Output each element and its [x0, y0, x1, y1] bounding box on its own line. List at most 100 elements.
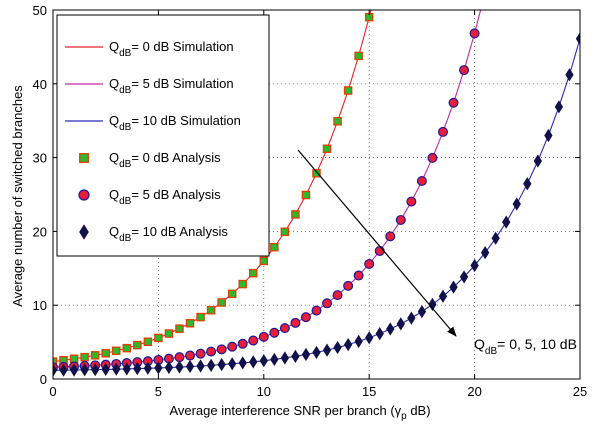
data-point-q10: [312, 345, 321, 360]
data-point-q10: [343, 338, 353, 352]
data-point-q10: [164, 360, 174, 375]
data-point-q5: [448, 97, 459, 108]
data-point-q10: [417, 305, 427, 319]
data-point-q10: [249, 355, 258, 369]
data-point-q0: [143, 337, 153, 346]
data-point-q10: [69, 363, 79, 377]
data-point-q10: [386, 322, 395, 336]
data-point-q0: [238, 279, 247, 289]
data-point-q5: [311, 305, 322, 316]
data-point-q0: [312, 168, 321, 178]
data-point-q5: [437, 126, 448, 137]
x-tick-label: 10: [257, 384, 271, 399]
legend-label: QdB= 0 dB Analysis: [109, 150, 221, 170]
data-point-q10: [206, 358, 216, 372]
legend-box: [56, 14, 270, 257]
y-tick-label: 20: [33, 224, 47, 239]
data-point-q5: [300, 312, 311, 323]
data-point-q0: [90, 351, 100, 360]
data-point-q0: [122, 343, 132, 353]
data-point-q0: [185, 318, 195, 328]
plot-frame: [52, 9, 581, 380]
data-point-q0: [259, 256, 269, 266]
data-point-q10: [59, 363, 68, 377]
data-point-q10: [322, 343, 332, 357]
data-point-q5: [343, 280, 354, 291]
data-point-q0: [333, 117, 342, 126]
data-point-q0: [80, 352, 89, 362]
data-point-q5: [227, 341, 238, 352]
y-tick-label: 40: [33, 77, 47, 92]
data-point-q0: [196, 312, 205, 322]
data-point-q0: [301, 190, 311, 200]
data-point-q10: [333, 340, 342, 355]
data-point-q5: [185, 350, 196, 361]
data-point-q5: [395, 214, 406, 225]
data-point-q10: [270, 352, 279, 367]
data-point-q5: [459, 65, 470, 76]
data-point-q10: [133, 361, 142, 376]
data-point-q5: [269, 327, 280, 338]
data-point-q10: [185, 359, 195, 374]
data-point-q5: [406, 196, 417, 207]
x-tick-label: 25: [573, 384, 587, 399]
data-point-q0: [343, 86, 353, 95]
data-point-q5: [216, 344, 227, 355]
data-point-q5: [248, 335, 259, 346]
x-tick-label: 5: [155, 384, 162, 399]
data-point-q10: [90, 363, 100, 377]
data-point-q5: [174, 352, 185, 363]
ticks: 0 5 10 15 20 25 0 10 20 30 40 50: [33, 3, 588, 399]
data-point-q10: [480, 246, 490, 260]
legend-label: QdB= 5 dB Analysis: [109, 187, 221, 207]
data-point-q5: [416, 175, 427, 186]
data-point-q10: [523, 177, 532, 191]
data-point-q10: [238, 356, 247, 370]
data-point-q10: [122, 362, 131, 376]
markers: [53, 12, 580, 377]
data-point-q10: [375, 327, 384, 341]
data-point-q0: [154, 333, 163, 343]
data-point-q5: [195, 348, 206, 359]
data-point-q10: [301, 347, 311, 362]
data-point-q10: [470, 258, 479, 273]
y-tick-label: 0: [40, 372, 47, 387]
legend-marker-q0: [79, 153, 89, 163]
data-point-q5: [206, 346, 217, 357]
legend-label: QdB= 10 dB Analysis: [109, 224, 228, 244]
data-point-q10: [80, 363, 89, 377]
data-point-q10: [502, 215, 511, 229]
data-point-q10: [259, 354, 268, 368]
data-point-q10: [53, 363, 58, 377]
data-point-q0: [291, 210, 300, 219]
data-point-q10: [428, 297, 437, 311]
data-point-q10: [112, 362, 121, 376]
data-point-q10: [280, 351, 290, 365]
annotation-arrow: [297, 149, 457, 337]
data-point-q10: [449, 280, 458, 294]
data-point-q10: [175, 360, 184, 374]
y-tick-label: 50: [33, 3, 47, 18]
y-tick-label: 10: [33, 298, 47, 313]
data-point-q10: [565, 68, 574, 82]
data-point-q10: [217, 358, 226, 372]
data-point-q5: [427, 152, 438, 163]
data-point-q0: [354, 51, 363, 61]
data-point-q5: [374, 245, 385, 256]
x-tick-label: 0: [49, 384, 56, 399]
x-tick-label: 15: [362, 384, 376, 399]
data-point-q10: [154, 361, 163, 375]
data-point-q10: [438, 289, 448, 303]
data-point-q5: [237, 338, 248, 349]
data-point-q10: [512, 197, 521, 211]
data-point-q5: [353, 270, 364, 281]
data-point-q0: [133, 340, 142, 350]
legend: QdB= 0 dB Simulation QdB= 5 dB Simulation…: [56, 14, 270, 257]
data-point-q10: [291, 349, 300, 363]
data-point-q10: [365, 331, 374, 345]
data-point-q0: [227, 289, 237, 299]
data-point-q0: [217, 298, 226, 307]
legend-label: QdB= 5 dB Simulation: [109, 76, 234, 96]
data-point-q0: [270, 242, 279, 252]
data-point-q10: [228, 357, 237, 371]
